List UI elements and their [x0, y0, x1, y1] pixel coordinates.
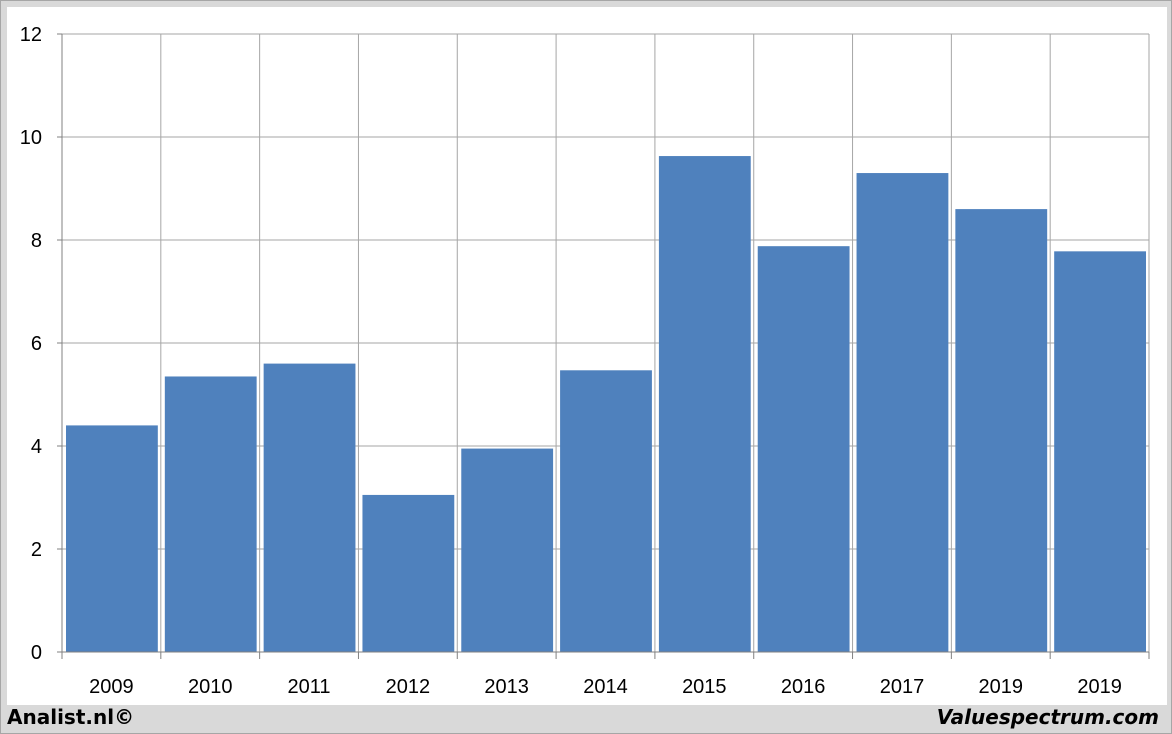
bar-2016-7 — [757, 246, 850, 652]
bar-2019-9 — [955, 209, 1048, 652]
x-tick-label: 2012 — [386, 676, 431, 698]
bar-2013-4 — [461, 448, 554, 652]
y-tick-label: 10 — [20, 127, 42, 149]
bar-2011-2 — [263, 363, 356, 652]
x-tick-label: 2009 — [89, 676, 134, 698]
bar-2015-6 — [658, 156, 751, 652]
bar-2019-10 — [1054, 251, 1146, 652]
x-tick-label: 2019 — [1077, 676, 1122, 698]
x-tick-label: 2013 — [484, 676, 529, 698]
y-tick-label: 0 — [31, 642, 42, 664]
y-tick-label: 12 — [20, 24, 42, 46]
x-tick-label: 2014 — [583, 676, 628, 698]
footer-left-credit: Analist.nl© — [7, 705, 135, 729]
x-tick-label: 2019 — [979, 676, 1024, 698]
y-tick-label: 2 — [31, 539, 42, 561]
y-tick-label: 4 — [31, 436, 42, 458]
y-tick-label: 8 — [31, 230, 42, 252]
x-tick-label: 2017 — [880, 676, 925, 698]
x-tick-label: 2011 — [288, 676, 331, 698]
bar-2014-5 — [560, 370, 652, 652]
x-tick-label: 2016 — [781, 676, 826, 698]
y-tick-label: 6 — [31, 333, 42, 355]
bar-2010-1 — [164, 376, 257, 652]
x-tick-label: 2010 — [188, 676, 233, 698]
footer-right-credit: Valuespectrum.com — [936, 705, 1159, 729]
x-tick-label: 2015 — [682, 676, 727, 698]
bar-2017-8 — [856, 173, 949, 653]
bar-2012-3 — [362, 494, 455, 652]
bar-2009-0 — [66, 425, 158, 652]
